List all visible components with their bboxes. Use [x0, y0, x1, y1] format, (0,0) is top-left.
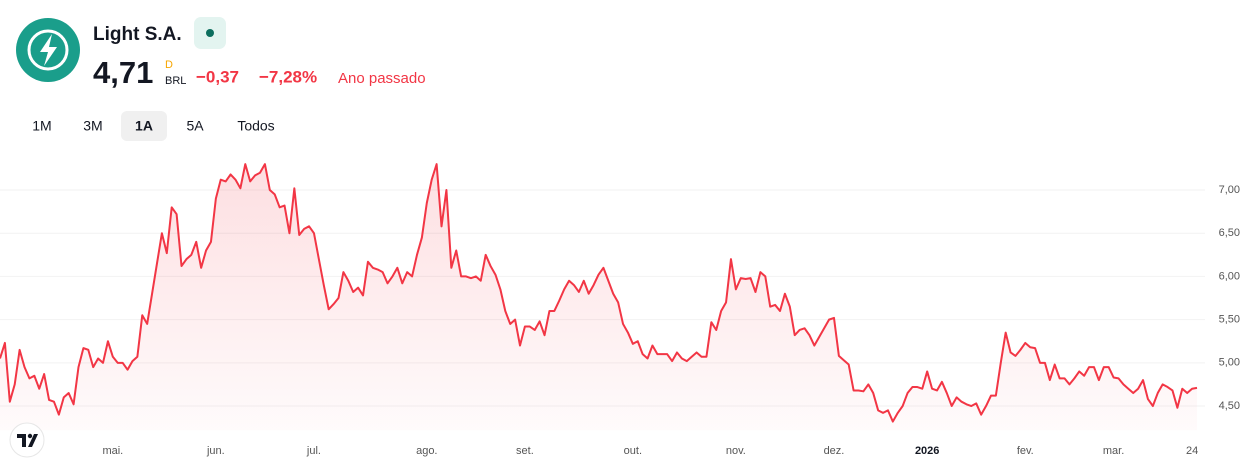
x-tick-label: dez.	[824, 445, 845, 457]
x-tick-label: set.	[516, 445, 534, 457]
change-percent: −7,28%	[259, 67, 317, 86]
y-tick-label: 6,00	[1219, 270, 1240, 282]
x-tick-label: ago.	[416, 445, 437, 457]
symbol-name: Light S.A.	[93, 24, 182, 45]
interval: D	[165, 59, 173, 71]
x-tick-label: fev.	[1017, 445, 1034, 457]
x-tick-label: 24	[1186, 445, 1198, 457]
price-line	[0, 163, 1198, 423]
x-tick-label: nov.	[726, 445, 746, 457]
y-tick-label: 5,00	[1219, 357, 1240, 369]
area-fill	[0, 164, 1197, 431]
x-tick-label: jul.	[306, 445, 321, 457]
range-tab[interactable]: 1M	[32, 118, 51, 134]
range-tab[interactable]: 5A	[186, 118, 204, 134]
range-tab[interactable]: 1A	[135, 118, 153, 134]
y-tick-label: 6,50	[1219, 227, 1240, 239]
tradingview-logo	[9, 422, 45, 458]
logo	[16, 18, 80, 82]
y-tick-label: 4,50	[1219, 400, 1240, 412]
price: 4,71	[93, 55, 153, 90]
period: Ano passado	[338, 70, 426, 87]
x-tick-label: mai.	[102, 445, 123, 457]
range-tab[interactable]: 3M	[83, 118, 102, 134]
change: −0,37	[196, 67, 239, 86]
y-tick-label: 7,00	[1219, 184, 1240, 196]
x-tick-label: out.	[624, 445, 642, 457]
tab-selected-bg	[121, 111, 167, 141]
x-tick-label: mar.	[1103, 445, 1124, 457]
plot: 4,50 5,00 5,50 6,00 6,50 7,00 mai. jun. jul. ago.…	[0, 163, 1240, 457]
x-tick-label: jun.	[206, 445, 225, 457]
status-badge	[194, 17, 226, 49]
range-tab[interactable]: Todos	[237, 118, 274, 134]
range-tabs: 1M 3M 1A 5A Todos	[32, 111, 275, 141]
currency: BRL	[165, 75, 186, 87]
y-tick-label: 5,50	[1219, 314, 1240, 326]
x-tick-label: 2026	[915, 445, 939, 457]
